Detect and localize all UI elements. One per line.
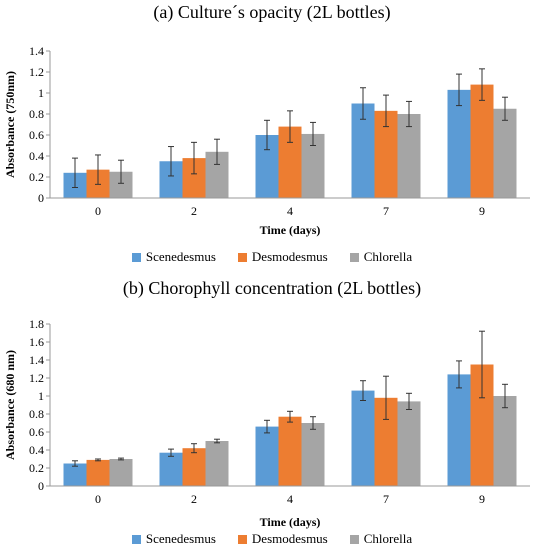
y-tick-label: 1.4 xyxy=(29,353,44,367)
chart-panel-a: (a) Culture´s opacity (2L bottles) 0 0.2 0… xyxy=(0,0,544,272)
legend-item-chlorella: Chlorella xyxy=(349,249,413,265)
bar-scenedesmus-day-7 xyxy=(351,390,375,486)
x-tick-label: 9 xyxy=(479,492,485,506)
bar-chlorella-day-2 xyxy=(205,151,229,198)
x-tick-label: 2 xyxy=(191,204,197,218)
legend-label: Chlorella xyxy=(363,531,413,546)
y-tick-label: 0.8 xyxy=(29,407,44,421)
y-axis-title: Absorbance (750nm) xyxy=(3,71,17,178)
bar-desmodesmus-day-9 xyxy=(470,84,494,198)
bar-desmodesmus-day-0 xyxy=(86,459,110,486)
legend-item-scenedesmus: Scenedesmus xyxy=(131,531,216,547)
bar-chlorella-day-4 xyxy=(301,133,325,198)
legend-item-chlorella: Chlorella xyxy=(349,531,413,547)
legend-swatch xyxy=(237,534,247,544)
legend: Scenedesmus Desmodesmus Chlorella xyxy=(0,249,544,265)
legend-swatch xyxy=(349,534,359,544)
bar-desmodesmus-day-2 xyxy=(182,158,206,198)
legend-label: Desmodesmus xyxy=(251,531,328,546)
y-tick-label: 1.2 xyxy=(29,65,44,79)
bar-chlorella-day-7 xyxy=(397,401,421,486)
y-tick-label: 0.6 xyxy=(29,128,44,142)
y-tick-label: 1 xyxy=(38,86,44,100)
y-tick-label: 0 xyxy=(38,191,44,205)
legend-swatch xyxy=(237,252,247,262)
legend-item-scenedesmus: Scenedesmus xyxy=(131,249,216,265)
bar-chlorella-day-7 xyxy=(397,114,421,198)
x-tick-label: 4 xyxy=(287,204,293,218)
chart-title: (b) Chorophyll concentration (2L bottles… xyxy=(122,278,422,298)
x-tick-label: 2 xyxy=(191,492,197,506)
x-axis-title: Time (days) xyxy=(260,515,321,529)
bar-chlorella-day-4 xyxy=(301,423,325,486)
chart-panel-b: (b) Chorophyll concentration (2L bottles… xyxy=(0,276,544,550)
y-tick-label: 0.4 xyxy=(29,443,44,457)
x-axis-title: Time (days) xyxy=(260,223,321,237)
y-tick-label: 0.2 xyxy=(29,461,44,475)
x-tick-label: 4 xyxy=(287,492,293,506)
legend-label: Chlorella xyxy=(363,249,413,264)
x-tick-label: 0 xyxy=(95,492,101,506)
x-tick-label: 0 xyxy=(95,204,101,218)
x-tick-label: 9 xyxy=(479,204,485,218)
y-tick-label: 1.4 xyxy=(29,44,44,58)
y-tick-label: 1 xyxy=(38,389,44,403)
bar-chart-a: 0 0.2 0.4 0.6 0.8 1 1.2 1.4 Absorbance (750nm) 0 2… xyxy=(3,44,530,237)
bar-desmodesmus-day-4 xyxy=(278,126,302,198)
y-tick-label: 0.2 xyxy=(29,170,44,184)
bar-chlorella-day-0 xyxy=(109,171,133,198)
bar-scenedesmus-day-4 xyxy=(255,426,279,486)
legend-label: Scenedesmus xyxy=(145,249,216,264)
bar-desmodesmus-day-2 xyxy=(182,448,206,486)
bar-scenedesmus-day-9 xyxy=(447,374,471,486)
bar-chlorella-day-9 xyxy=(493,108,517,198)
y-axis-title: Absorbance (680 nm) xyxy=(3,350,17,460)
bar-desmodesmus-day-7 xyxy=(374,110,398,198)
bar-scenedesmus-day-2 xyxy=(159,452,183,486)
y-tick-label: 0.6 xyxy=(29,425,44,439)
x-tick-label: 7 xyxy=(383,204,389,218)
y-tick-label: 1.8 xyxy=(29,317,44,331)
bar-scenedesmus-day-2 xyxy=(159,161,183,198)
legend-swatch xyxy=(131,534,141,544)
legend-label: Scenedesmus xyxy=(145,531,216,546)
bar-scenedesmus-day-7 xyxy=(351,103,375,198)
legend-item-desmodesmus: Desmodesmus xyxy=(237,249,328,265)
chart-title: (a) Culture´s opacity (2L bottles) xyxy=(153,2,391,22)
bar-desmodesmus-day-7 xyxy=(374,397,398,486)
y-tick-label: 0 xyxy=(38,479,44,493)
bar-chlorella-day-2 xyxy=(205,441,229,486)
bar-scenedesmus-day-4 xyxy=(255,135,279,198)
y-tick-label: 0.8 xyxy=(29,107,44,121)
bar-desmodesmus-day-9 xyxy=(470,364,494,486)
bar-chlorella-day-9 xyxy=(493,396,517,486)
legend-swatch xyxy=(131,252,141,262)
x-tick-label: 7 xyxy=(383,492,389,506)
bar-chart-b: 0 0.2 0.4 0.6 0.8 1 1.2 1.4 1.6 1.8 Absorbance (68… xyxy=(3,317,530,529)
legend: Scenedesmus Desmodesmus Chlorella xyxy=(0,531,544,547)
legend-item-desmodesmus: Desmodesmus xyxy=(237,531,328,547)
bar-scenedesmus-day-9 xyxy=(447,89,471,198)
bar-scenedesmus-day-0 xyxy=(63,463,87,486)
y-tick-label: 1.2 xyxy=(29,371,44,385)
y-tick-label: 0.4 xyxy=(29,149,44,163)
legend-label: Desmodesmus xyxy=(251,249,328,264)
bar-desmodesmus-day-4 xyxy=(278,416,302,486)
legend-swatch xyxy=(349,252,359,262)
y-tick-label: 1.6 xyxy=(29,335,44,349)
bar-chlorella-day-0 xyxy=(109,459,133,486)
